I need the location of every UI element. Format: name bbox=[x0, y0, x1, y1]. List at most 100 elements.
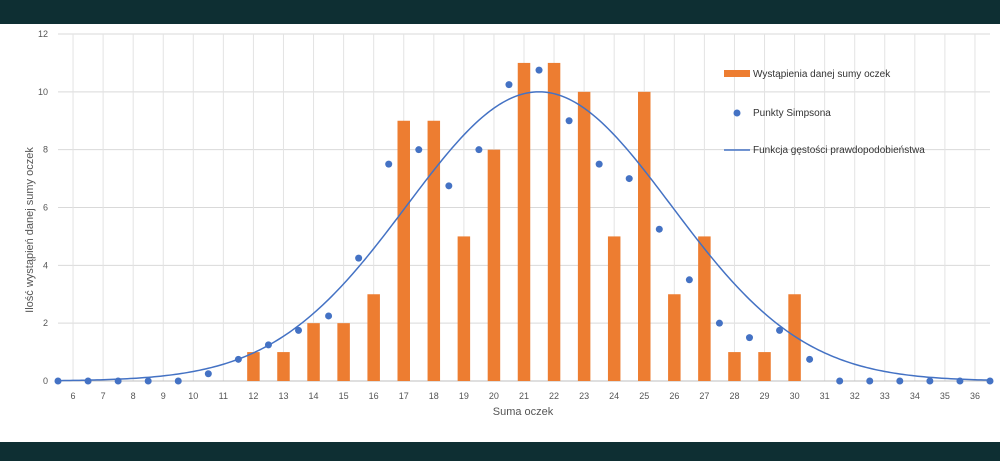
y-tick-label: 6 bbox=[43, 203, 48, 213]
simpson-point bbox=[204, 370, 212, 378]
simpson-point bbox=[174, 377, 182, 385]
simpson-point bbox=[234, 355, 242, 363]
x-tick-label: 32 bbox=[850, 391, 860, 401]
simpson-point bbox=[836, 377, 844, 385]
bar-24 bbox=[607, 236, 621, 381]
simpson-point bbox=[685, 276, 693, 284]
bar-26 bbox=[668, 294, 681, 381]
bar-14 bbox=[307, 323, 320, 381]
simpson-point bbox=[445, 182, 453, 190]
bar-12 bbox=[247, 352, 260, 381]
simpson-point bbox=[535, 66, 543, 74]
x-tick-label: 19 bbox=[459, 391, 469, 401]
x-tick-label: 20 bbox=[489, 391, 499, 401]
top-bar bbox=[0, 0, 1000, 24]
simpson-point bbox=[415, 146, 423, 154]
bar-17 bbox=[397, 120, 410, 381]
bar-25 bbox=[638, 91, 651, 381]
simpson-point bbox=[806, 355, 814, 363]
legend: Wystąpienia danej sumy oczek Punkty Simp… bbox=[724, 69, 925, 156]
x-tick-label: 23 bbox=[579, 391, 589, 401]
x-tick-label: 7 bbox=[101, 391, 106, 401]
simpson-point bbox=[325, 312, 333, 320]
x-tick-label: 14 bbox=[309, 391, 319, 401]
simpson-point bbox=[295, 326, 303, 334]
bar-27 bbox=[698, 236, 711, 381]
bar-16 bbox=[367, 294, 380, 381]
y-tick-label: 10 bbox=[38, 87, 48, 97]
simpson-point bbox=[54, 377, 62, 385]
simpson-point bbox=[926, 377, 934, 385]
simpson-point bbox=[896, 377, 904, 385]
legend-bar-label: Wystąpienia danej sumy oczek bbox=[753, 69, 891, 80]
density-curve-series bbox=[57, 91, 991, 382]
x-tick-label: 36 bbox=[970, 391, 980, 401]
x-tick-label: 15 bbox=[339, 391, 349, 401]
x-tick-label: 31 bbox=[820, 391, 830, 401]
chart-panel: 0 2 4 6 8 10 12 6 7 8 9 10 11 12 13 14 15 16 17 18 19 20 21 22… bbox=[0, 24, 1000, 442]
x-tick-label: 11 bbox=[219, 391, 228, 401]
bar-23 bbox=[577, 91, 591, 381]
simpson-point bbox=[565, 117, 573, 125]
x-tick-label: 16 bbox=[369, 391, 379, 401]
bar-15 bbox=[337, 323, 350, 381]
simpson-point bbox=[264, 341, 272, 349]
simpson-point bbox=[625, 175, 633, 183]
legend-curve-label: Funkcja gęstości prawdopodobieństwa bbox=[753, 145, 925, 156]
y-axis-ticks: 0 2 4 6 8 10 12 bbox=[38, 29, 48, 386]
simpson-point bbox=[114, 377, 122, 385]
bar-19 bbox=[457, 236, 471, 381]
simpson-point bbox=[776, 326, 784, 334]
density-curve bbox=[57, 91, 991, 382]
simpson-point bbox=[505, 81, 513, 89]
simpson-point bbox=[715, 319, 723, 327]
x-tick-label: 17 bbox=[399, 391, 409, 401]
x-tick-label: 18 bbox=[429, 391, 439, 401]
simpson-point bbox=[84, 377, 92, 385]
bar-28 bbox=[728, 352, 741, 381]
simpson-point bbox=[956, 377, 964, 385]
x-tick-label: 12 bbox=[248, 391, 258, 401]
bar-20 bbox=[487, 149, 501, 381]
simpson-point bbox=[866, 377, 874, 385]
simpson-point bbox=[355, 254, 363, 262]
bar-13 bbox=[277, 352, 290, 381]
bar-18 bbox=[427, 120, 441, 381]
x-tick-label: 28 bbox=[729, 391, 739, 401]
x-tick-label: 30 bbox=[790, 391, 800, 401]
simpson-point bbox=[986, 377, 994, 385]
bar-series bbox=[247, 62, 801, 382]
bottom-bar bbox=[0, 442, 1000, 461]
x-tick-label: 9 bbox=[161, 391, 166, 401]
x-tick-label: 10 bbox=[188, 391, 198, 401]
legend-point-label: Punkty Simpsona bbox=[753, 108, 831, 119]
x-tick-label: 25 bbox=[639, 391, 649, 401]
y-tick-label: 12 bbox=[38, 29, 48, 39]
simpson-point bbox=[475, 146, 483, 154]
x-tick-label: 13 bbox=[278, 391, 288, 401]
y-tick-label: 2 bbox=[43, 318, 48, 328]
simpson-point bbox=[655, 225, 663, 233]
x-tick-label: 35 bbox=[940, 391, 950, 401]
simpson-point bbox=[745, 334, 753, 342]
y-tick-label: 4 bbox=[43, 260, 48, 270]
x-tick-label: 21 bbox=[519, 391, 529, 401]
simpson-point bbox=[595, 160, 603, 168]
bar-29 bbox=[758, 352, 771, 381]
simpson-point bbox=[385, 160, 393, 168]
bar-21 bbox=[517, 62, 531, 382]
x-axis-ticks: 6 7 8 9 10 11 12 13 14 15 16 17 18 19 20 21 22 23 24 25 26 27… bbox=[71, 391, 980, 401]
x-tick-label: 26 bbox=[669, 391, 679, 401]
x-axis-title: Suma oczek bbox=[493, 406, 554, 418]
bar-22 bbox=[547, 62, 561, 382]
simpson-points-series bbox=[54, 66, 994, 385]
bar-30 bbox=[788, 294, 801, 381]
x-tick-label: 34 bbox=[910, 391, 920, 401]
y-tick-label: 8 bbox=[43, 145, 48, 155]
legend-point-marker bbox=[733, 109, 741, 117]
x-tick-label: 6 bbox=[71, 391, 76, 401]
x-tick-label: 33 bbox=[880, 391, 890, 401]
x-tick-label: 27 bbox=[699, 391, 709, 401]
